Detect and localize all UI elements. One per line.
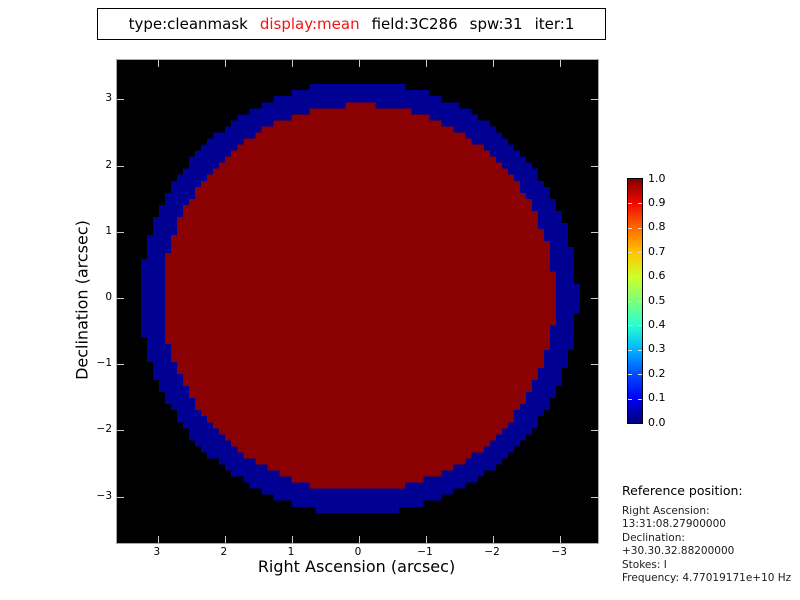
colorbar-tick — [628, 349, 632, 351]
mask-image — [117, 60, 598, 543]
y-tick-label: −1 — [96, 357, 112, 370]
y-tick — [117, 99, 124, 101]
y-tick — [117, 298, 124, 299]
y-tick-label: 3 — [105, 92, 112, 105]
title-segment: spw:31 — [469, 15, 523, 33]
title-segment: iter:1 — [534, 15, 575, 33]
reference-line: Declination: +30.30.32.88200000 — [622, 531, 735, 558]
x-tick — [426, 536, 428, 543]
y-tick — [117, 430, 124, 432]
title-segment: field:3C286 — [371, 15, 458, 33]
x-tick — [224, 536, 226, 543]
y-tick-label: 1 — [105, 224, 112, 237]
colorbar-tick — [628, 203, 632, 205]
plot-area[interactable] — [116, 59, 599, 544]
x-tick — [291, 536, 293, 543]
x-tick — [560, 536, 562, 543]
x-tick — [157, 536, 159, 543]
y-tick — [591, 165, 598, 167]
colorbar-tick — [638, 349, 642, 351]
x-tick-label: −1 — [417, 546, 433, 558]
x-tick-label: 1 — [287, 546, 295, 558]
colorbar-tick — [638, 398, 642, 400]
y-tick — [117, 231, 124, 233]
colorbar-tick-label: 0.7 — [648, 244, 666, 258]
x-tick — [359, 60, 360, 67]
reference-line: Right Ascension: 13:31:08.27900000 — [622, 505, 726, 531]
colorbar-tick-label: 0.3 — [648, 342, 666, 356]
colorbar-tick — [638, 276, 642, 278]
colorbar-tick — [628, 374, 632, 376]
colorbar — [627, 178, 643, 424]
colorbar-tick-label: 0.8 — [648, 220, 666, 234]
y-tick-label: −2 — [96, 423, 112, 436]
colorbar-tick-label: 0.5 — [648, 293, 666, 307]
colorbar-tick — [628, 252, 632, 254]
colorbar-tick — [638, 203, 642, 205]
colorbar-tick-label: 0.4 — [648, 317, 666, 331]
x-tick — [224, 60, 226, 67]
x-tick-label: −2 — [484, 546, 500, 558]
reference-line: Stokes: I — [622, 558, 667, 571]
y-tick — [591, 99, 598, 101]
x-tick — [560, 60, 562, 67]
x-tick-label: 2 — [220, 546, 228, 558]
y-tick-label: 0 — [105, 291, 112, 303]
y-tick — [591, 430, 598, 432]
y-tick — [591, 496, 598, 498]
x-tick — [291, 60, 293, 67]
y-tick-label: 2 — [105, 158, 112, 171]
colorbar-tick-label: 0.9 — [648, 195, 666, 209]
reference-position-block: Reference position: Right Ascension: 13:… — [622, 483, 800, 585]
y-tick-label: −3 — [96, 489, 112, 502]
title-segment: display:mean — [259, 15, 360, 33]
colorbar-tick — [628, 398, 632, 400]
x-axis-label: Right Ascension (arcsec) — [257, 557, 456, 576]
x-tick-label: 3 — [153, 546, 161, 558]
colorbar-tick — [638, 374, 642, 376]
colorbar-tick-label: 0.6 — [648, 269, 666, 283]
colorbar-tick — [638, 301, 642, 302]
reference-heading: Reference position: — [622, 483, 743, 498]
y-tick — [591, 298, 598, 299]
colorbar-tick — [638, 252, 642, 254]
x-tick — [426, 60, 428, 67]
y-tick — [117, 364, 124, 366]
y-tick — [591, 364, 598, 366]
x-tick — [157, 60, 159, 67]
colorbar-tick — [628, 301, 632, 302]
reference-line: Frequency: 4.77019171e+10 Hz — [622, 572, 792, 585]
y-tick — [117, 496, 124, 498]
colorbar-tick-label: 0.0 — [648, 415, 666, 429]
x-tick — [493, 536, 495, 543]
x-tick — [359, 536, 360, 543]
colorbar-tick-label: 0.1 — [648, 391, 666, 405]
x-tick-label: −3 — [551, 546, 567, 558]
colorbar-tick-label: 0.2 — [648, 366, 666, 380]
colorbar-tick — [628, 276, 632, 278]
colorbar-tick — [638, 325, 642, 327]
colorbar-tick-label: 1.0 — [648, 171, 666, 185]
y-tick — [117, 165, 124, 167]
colorbar-tick — [628, 325, 632, 327]
title-box: type:cleanmask display:mean field:3C286 spw… — [97, 8, 606, 40]
title-segment: type:cleanmask — [128, 15, 248, 33]
x-tick-label: 0 — [354, 546, 362, 558]
colorbar-tick — [638, 227, 642, 229]
x-tick — [493, 60, 495, 67]
y-tick — [591, 231, 598, 233]
colorbar-tick — [628, 227, 632, 229]
